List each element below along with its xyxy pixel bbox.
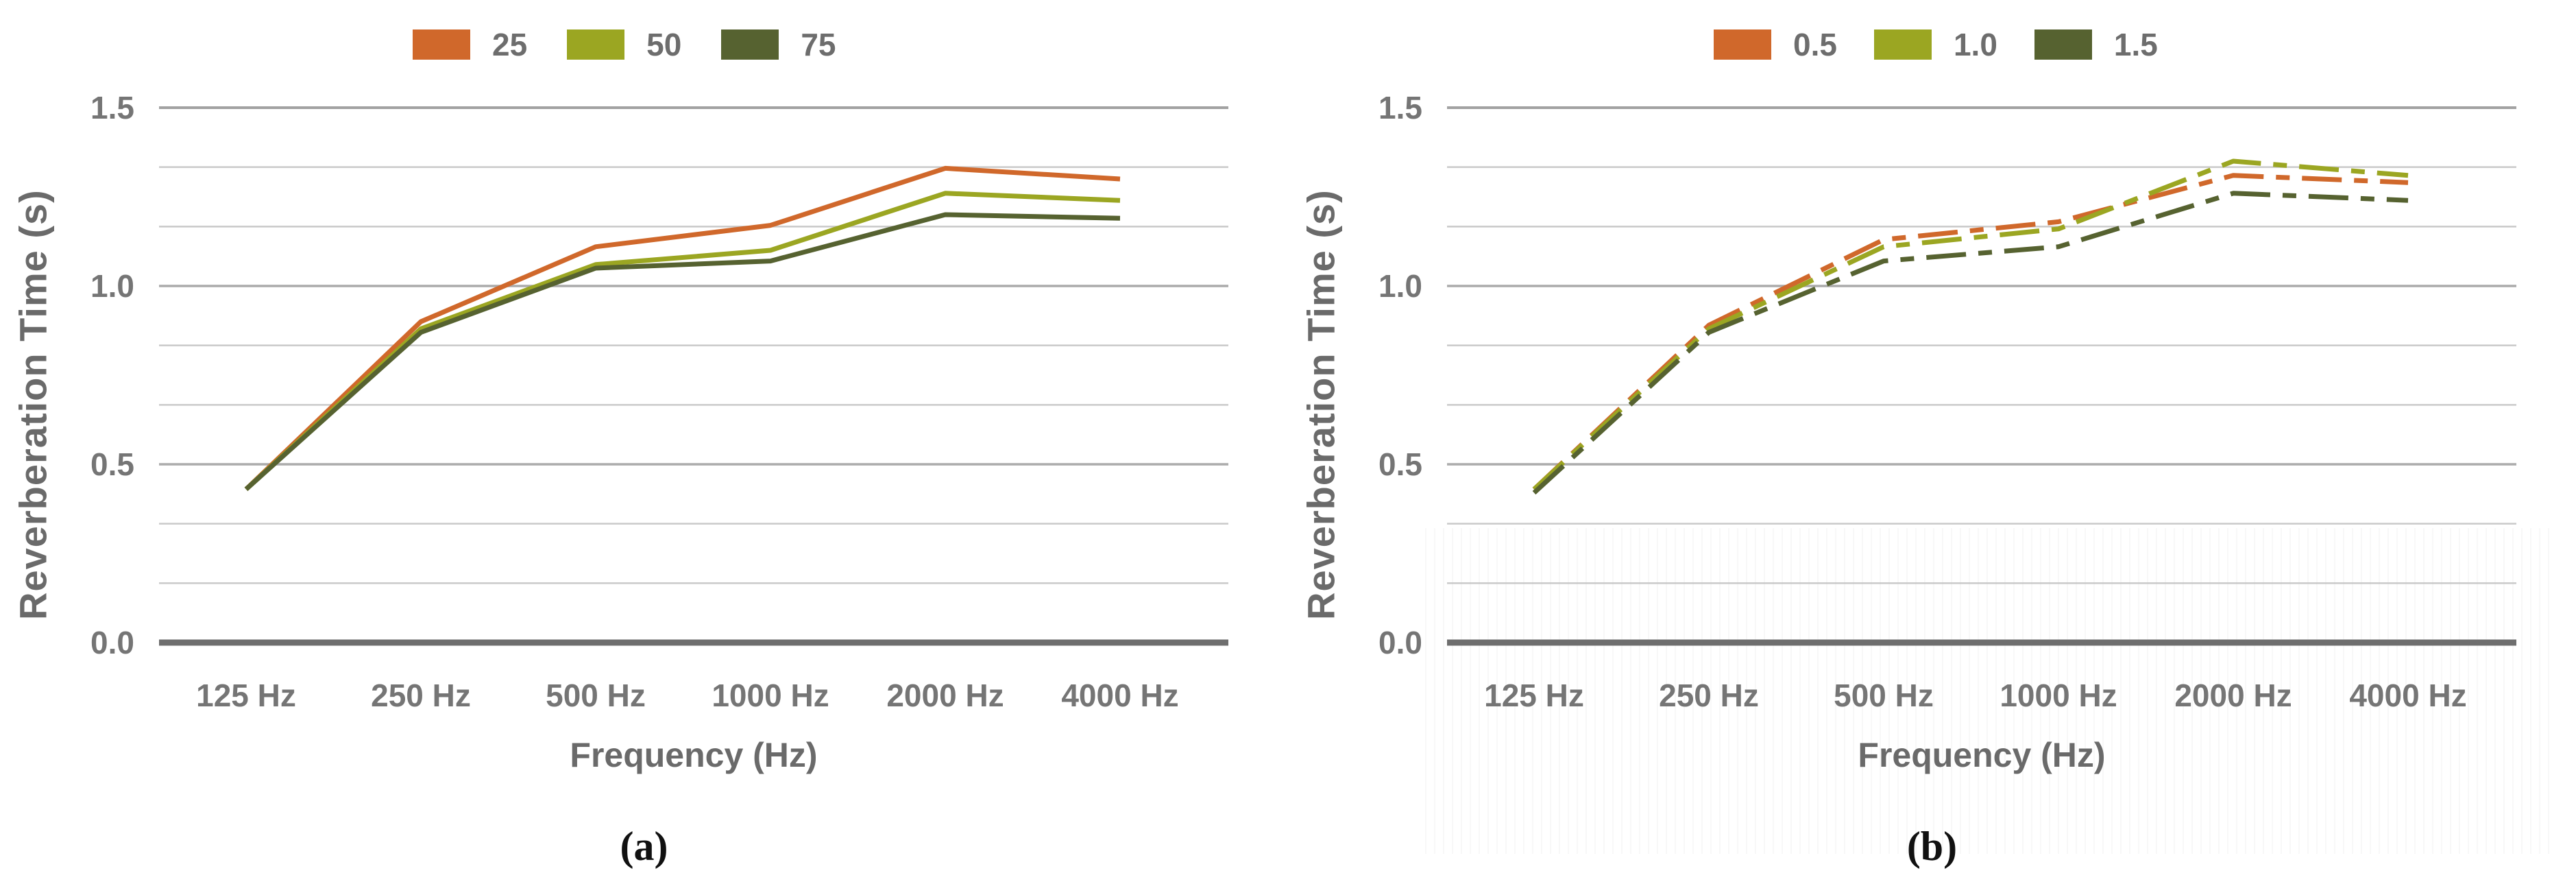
chart-a: 1.5 1.0 0.5 0.0 125 Hz 250 Hz 500 Hz 1000 Hz 200… [90, 90, 1228, 713]
x-tick-label: 2000 Hz [2174, 678, 2292, 713]
legend-a: 25 50 75 [413, 29, 836, 60]
legend-item-0.5: 0.5 [1714, 29, 1837, 60]
x-tick-label: 4000 Hz [1061, 678, 1178, 713]
legend-label: 0.5 [1793, 27, 1837, 62]
caption-a: (a) [620, 824, 668, 869]
y-tick-label: 0.0 [1378, 625, 1422, 660]
x-tick-label: 500 Hz [1834, 678, 1934, 713]
legend-item-75: 75 [721, 29, 836, 60]
series-line-0.5 [1532, 173, 2409, 491]
y-tick-label: 0.5 [1378, 446, 1422, 482]
legend-swatch-icon [2034, 29, 2092, 60]
x-tick-label: 500 Hz [546, 678, 646, 713]
x-tick-label: 250 Hz [1659, 678, 1759, 713]
legend-label: 1.5 [2113, 27, 2158, 62]
legend-label: 25 [492, 27, 528, 62]
legend-label: 50 [646, 27, 682, 62]
y-tick-label: 1.0 [1378, 268, 1422, 304]
legend-swatch-icon [1873, 29, 1932, 60]
y-axis-title-a: Reverberation Time (s) [11, 189, 55, 620]
legend-item-1.0: 1.0 [1873, 27, 1997, 62]
series-line-25 [244, 165, 1121, 491]
legend-item-25: 25 [413, 29, 527, 60]
y-tick-label: 1.0 [90, 268, 134, 304]
series-line-75 [244, 212, 1121, 492]
y-tick-label: 0.0 [90, 625, 134, 660]
legend-swatch-icon [721, 29, 779, 60]
legend-swatch-icon [1714, 29, 1771, 60]
y-tick-label: 1.5 [1378, 90, 1422, 126]
series-line-1.0 [1532, 158, 2409, 491]
y-tick-label: 1.5 [90, 90, 134, 126]
legend-swatch-icon [413, 29, 470, 60]
x-tick-label: 125 Hz [1484, 678, 1584, 713]
caption-b: (b) [1906, 824, 1958, 869]
x-tick-label: 4000 Hz [2349, 678, 2466, 713]
y-axis-title-b: Reverberation Time (s) [1299, 189, 1343, 620]
panel-a: 1.5 1.0 0.5 0.0 125 Hz 250 Hz 500 Hz 1000 Hz 200… [11, 29, 1228, 869]
series-line-1.5 [1532, 191, 2409, 495]
y-tick-label: 0.5 [90, 446, 134, 482]
x-tick-label: 1000 Hz [2000, 678, 2117, 713]
legend-item-1.5: 1.5 [2034, 29, 2158, 60]
legend-label: 1.0 [1953, 27, 1997, 62]
x-tick-label: 1000 Hz [712, 678, 829, 713]
x-tick-label: 250 Hz [371, 678, 471, 713]
legend-swatch-icon [567, 29, 625, 60]
x-tick-label: 2000 Hz [886, 678, 1004, 713]
legend-b: 0.5 1.0 1.5 [1714, 29, 2158, 60]
x-tick-label: 125 Hz [196, 678, 296, 713]
x-axis-title-a: Frequency (Hz) [570, 736, 818, 774]
x-axis-title-b: Frequency (Hz) [1858, 736, 2106, 774]
panel-b: 1.5 1.0 0.5 0.0 125 Hz 250 Hz 500 Hz 1000 Hz 200… [1288, 0, 2576, 884]
chart-b: 1.5 1.0 0.5 0.0 125 Hz 250 Hz 500 Hz 1000 Hz 200… [1378, 90, 2516, 713]
legend-item-50: 50 [567, 29, 681, 60]
legend-label: 75 [801, 27, 836, 62]
